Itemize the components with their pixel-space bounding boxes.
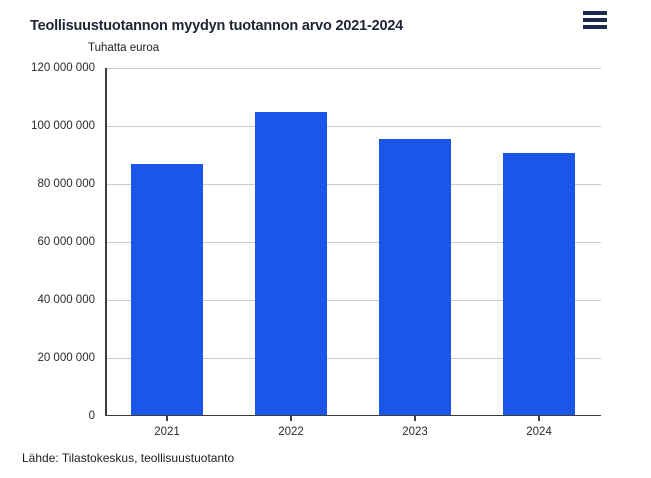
y-tick-label: 120 000 000 [31, 62, 95, 74]
menu-button[interactable] [580, 7, 610, 33]
chart-title: Teollisuustuotannon myydyn tuotannon arv… [30, 17, 404, 34]
x-tick-label-2022: 2022 [278, 426, 304, 438]
x-tick-label-2021: 2021 [154, 426, 180, 438]
x-tick-label-2024: 2024 [526, 426, 552, 438]
y-tick-label: 100 000 000 [31, 120, 95, 132]
y-tick-label: 0 [88, 410, 95, 422]
hamburger-icon [583, 11, 607, 29]
y-axis-unit-label: Tuhatta euroa [88, 42, 160, 54]
plot-area: 0 20 000 000 40 000 000 60 000 000 80 000 00… [31, 62, 601, 438]
gridline-20000000 [105, 358, 601, 359]
gridline-100000000 [105, 126, 601, 127]
bar-2021[interactable] [131, 164, 203, 416]
y-tick-label: 80 000 000 [37, 178, 95, 190]
x-tick-label-2023: 2023 [402, 426, 428, 438]
y-tick-label: 60 000 000 [37, 236, 95, 248]
x-tick-2024 [538, 416, 540, 421]
x-axis-line [105, 414, 601, 416]
x-tick-2023 [414, 416, 416, 421]
gridline-40000000 [105, 300, 601, 301]
x-tick-2022 [290, 416, 292, 421]
bar-2024[interactable] [503, 152, 575, 416]
y-tick-label: 40 000 000 [37, 294, 95, 306]
source-text: Lähde: Tilastokeskus, teollisuustuotanto [22, 451, 235, 465]
bar-2023[interactable] [379, 139, 451, 416]
gridline-120000000 [105, 68, 601, 69]
bar-2022[interactable] [255, 112, 327, 416]
gridline-80000000 [105, 184, 601, 185]
y-axis-line [105, 68, 107, 416]
gridline-60000000 [105, 242, 601, 243]
y-tick-label: 20 000 000 [37, 352, 95, 364]
x-tick-2021 [166, 416, 168, 421]
